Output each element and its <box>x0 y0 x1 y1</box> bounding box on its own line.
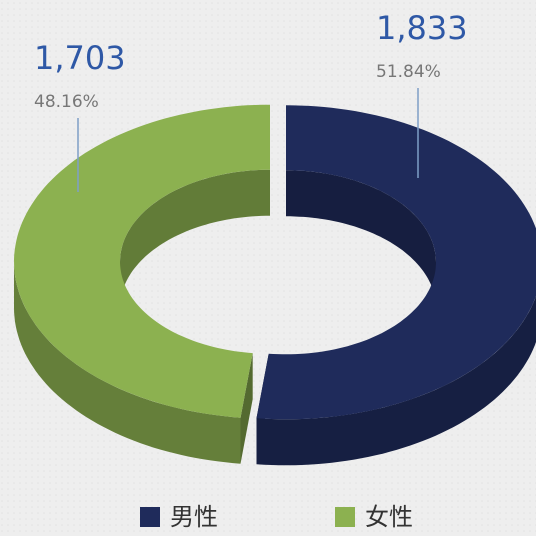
outer-wall <box>256 296 536 466</box>
percent-label: 51.84% <box>376 62 441 82</box>
legend-swatch <box>335 507 355 527</box>
value-label: 1,833 <box>376 9 468 47</box>
percent-label: 48.16% <box>34 92 99 112</box>
inner-wall <box>120 169 270 308</box>
value-label: 1,703 <box>34 39 126 77</box>
legend-label: 男性 <box>170 503 218 531</box>
legend-swatch <box>140 507 160 527</box>
cut-face <box>240 353 253 464</box>
outer-wall <box>14 261 241 464</box>
donut-slice <box>256 105 536 420</box>
inner-wall <box>286 170 436 309</box>
legend-label: 女性 <box>365 503 413 531</box>
